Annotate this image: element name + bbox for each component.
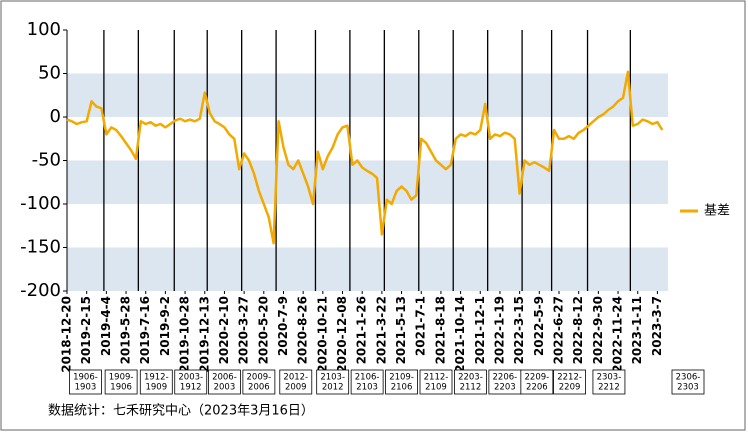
contract-label: 2009 (285, 383, 307, 393)
contract-box (592, 369, 626, 395)
x-tick-label: 2019-4-4 (99, 296, 113, 356)
x-tick-label: 2020-12-08 (335, 296, 349, 373)
contract-label: 2106 (391, 383, 413, 393)
contract-box (350, 369, 384, 395)
x-tick-label: 2022-9-30 (591, 296, 605, 364)
contract-box (174, 369, 208, 395)
contract-label: 2303 (677, 383, 699, 393)
x-tick-label: 2021-5-13 (394, 296, 408, 364)
contract-box (139, 369, 173, 395)
y-tick-label: -200 (20, 280, 61, 301)
x-tick-label: 2022-11-24 (611, 296, 625, 373)
contract-box (385, 369, 418, 395)
contract-box (242, 369, 276, 395)
y-tick-label: -100 (20, 193, 61, 214)
contract-label: 2206 (526, 383, 548, 393)
legend-label: 基差 (704, 204, 730, 219)
contract-box (69, 369, 102, 395)
contract-label: 2106- (355, 373, 380, 383)
contract-box (104, 369, 138, 395)
x-tick-label: 2021-8-18 (433, 296, 447, 364)
contract-label: 2109- (389, 373, 414, 383)
contract-box (316, 369, 350, 395)
contract-label: 2112 (460, 383, 482, 393)
x-tick-label: 2019-12-13 (197, 296, 211, 373)
x-tick-label: 2020-5-20 (256, 296, 270, 364)
contract-label: 2006 (248, 383, 270, 393)
contract-label: 2009- (247, 373, 272, 383)
contract-label: 2012 (322, 383, 344, 393)
contract-label: 2006- (212, 373, 237, 383)
contract-label: 2103 (356, 383, 378, 393)
contract-label: 1912 (180, 383, 202, 393)
contract-label: 2203 (494, 383, 516, 393)
source-note: 数据统计：七禾研究中心（2023年3月16日） (48, 404, 314, 419)
contract-label: 1903 (75, 383, 97, 393)
contract-box (553, 369, 586, 395)
contract-box (520, 369, 554, 395)
contract-label: 1909 (145, 383, 167, 393)
x-tick-label: 2022-6-27 (552, 296, 566, 364)
contract-label: 2306- (676, 373, 701, 383)
x-tick-label: 2019-7-16 (138, 296, 152, 364)
x-tick-label: 2018-12-20 (60, 296, 74, 373)
contract-label: 2212- (557, 373, 582, 383)
contract-label: 2012- (283, 373, 308, 383)
x-tick-label: 2022-5-9 (532, 296, 546, 356)
x-tick-label: 2021-1-26 (355, 296, 369, 364)
contract-box (279, 369, 313, 395)
band (67, 160, 668, 204)
x-tick-label: 2019-10-28 (178, 296, 192, 373)
contract-label: 1912- (144, 373, 169, 383)
contract-label: 2303- (597, 373, 622, 383)
x-tick-label: 2019-2-15 (79, 296, 93, 364)
x-tick-label: 2020-2-10 (217, 296, 231, 364)
contract-box (671, 369, 705, 395)
contract-box (488, 369, 522, 395)
contract-box (208, 369, 241, 395)
x-tick-label: 2019-9-2 (158, 296, 172, 356)
contract-label: 1909- (109, 373, 134, 383)
contract-label: 2103- (320, 373, 345, 383)
contract-label: 2003- (178, 373, 203, 383)
y-tick-label: 0 (50, 106, 61, 127)
contract-label: 2209 (559, 383, 581, 393)
band (67, 247, 668, 291)
contract-label: 2206- (493, 373, 518, 383)
y-tick-label: -150 (20, 237, 61, 258)
contract-label: 2212 (598, 383, 620, 393)
x-tick-label: 2022-3-15 (512, 296, 526, 364)
y-tick-label: 100 (27, 19, 61, 40)
line-series (66, 70, 664, 245)
contract-box (419, 369, 453, 395)
x-tick-label: 2021-12-1 (473, 296, 487, 364)
x-tick-label: 2019-5-28 (119, 296, 133, 364)
contract-label: 1906 (110, 383, 132, 393)
x-tick-label: 2021-7-1 (414, 296, 428, 356)
x-tick-label: 2020-10-21 (315, 296, 329, 373)
contract-label: 2109 (425, 383, 447, 393)
x-tick-label: 2021-10-14 (453, 296, 467, 373)
x-tick-label: 2022-8-12 (571, 296, 585, 364)
contract-label: 2003 (214, 383, 236, 393)
x-tick-label: 2023-1-11 (630, 296, 644, 364)
x-tick-label: 2020-3-27 (237, 296, 251, 364)
contract-label: 1906- (73, 373, 98, 383)
y-tick-label: -50 (32, 150, 61, 171)
band (67, 73, 668, 117)
x-tick-label: 2021-3-22 (374, 296, 388, 364)
x-tick-label: 2020-8-26 (296, 296, 310, 364)
x-tick-label: 2020-7-9 (276, 296, 290, 356)
contract-label: 2209- (525, 373, 550, 383)
contract-box (454, 369, 487, 395)
contract-label: 2112- (424, 373, 449, 383)
y-tick-label: 50 (38, 63, 61, 84)
x-tick-label: 2023-3-7 (650, 296, 664, 356)
x-tick-label: 2022-1-19 (492, 296, 506, 364)
contract-label: 2203- (458, 373, 483, 383)
